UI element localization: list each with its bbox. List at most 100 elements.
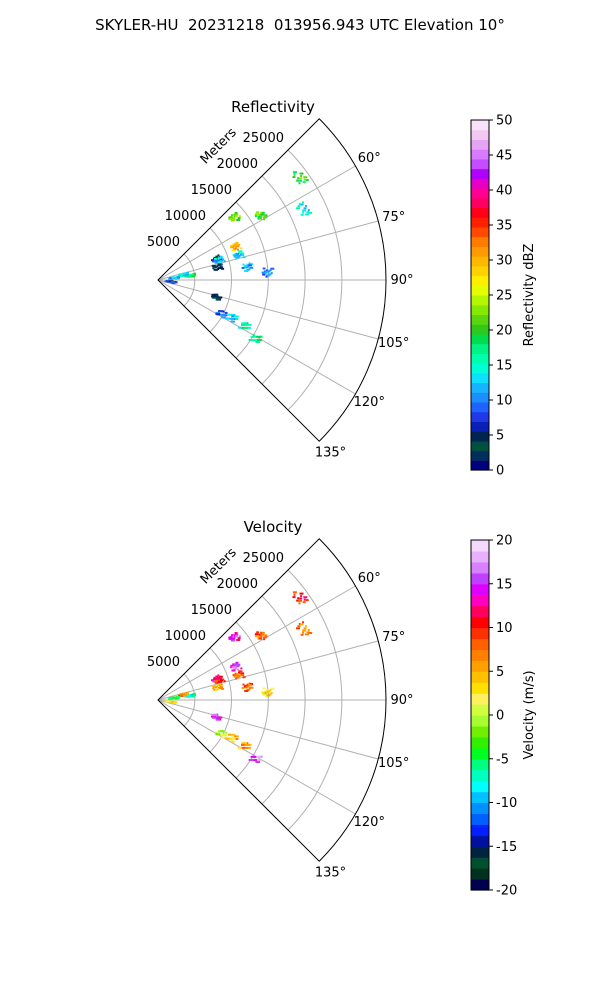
- echo-gate: [228, 317, 233, 320]
- echo-gate: [222, 678, 225, 681]
- echo-gate: [308, 631, 313, 634]
- echo-gate: [218, 259, 221, 262]
- echo-gate: [293, 593, 296, 596]
- echo-gate: [177, 696, 180, 699]
- echo-gate: [299, 177, 303, 180]
- echo-gate: [300, 595, 303, 598]
- echo-gate: [231, 634, 233, 637]
- colorbar-swatch: [471, 824, 489, 836]
- echo-gate: [217, 256, 222, 259]
- echo-gate: [249, 686, 254, 689]
- echo-gate: [264, 272, 267, 275]
- echo-gate: [261, 211, 265, 214]
- echo-gate: [188, 694, 191, 697]
- echo-gate: [211, 259, 214, 262]
- echo-gate: [218, 264, 222, 267]
- echo-gate: [247, 685, 250, 688]
- echo-gate: [233, 255, 236, 258]
- echo-gate: [299, 592, 304, 595]
- colorbar-swatch: [471, 605, 489, 618]
- echo-gate: [235, 246, 238, 249]
- echo-gate: [267, 270, 271, 273]
- echo-gate: [254, 635, 257, 638]
- echo-gate: [242, 256, 246, 259]
- echo-gate: [241, 674, 245, 676]
- echo-gate: [256, 759, 260, 762]
- echo-gate: [264, 214, 268, 217]
- echo-gate: [178, 274, 183, 277]
- echo-gate: [256, 335, 261, 338]
- echo-gate: [215, 731, 219, 734]
- echo-gate: [293, 173, 296, 176]
- colorbar-swatch: [471, 285, 489, 296]
- echo-gate: [244, 270, 249, 272]
- echo-gate: [228, 313, 231, 316]
- echo-gate: [252, 334, 255, 336]
- echo-gate: [225, 737, 229, 740]
- echo-gate: [233, 213, 238, 216]
- range-tick-label: 10000: [165, 629, 206, 644]
- echo-gate: [256, 631, 260, 634]
- echo-gate: [306, 631, 310, 634]
- echo-gate: [256, 211, 260, 214]
- echo-gate: [231, 214, 233, 217]
- echo-gate: [248, 682, 251, 685]
- echo-gate: [266, 689, 268, 692]
- echo-gate: [219, 258, 224, 261]
- echo-gate: [247, 265, 250, 268]
- echo-gate: [244, 746, 248, 749]
- echo-gate: [269, 269, 272, 271]
- colorbar-swatch: [471, 382, 489, 393]
- colorbar-swatch: [471, 583, 489, 596]
- echo-gate: [298, 623, 301, 625]
- echo-gate: [213, 266, 217, 269]
- echo-gate: [262, 687, 266, 690]
- echo-gate: [235, 665, 240, 668]
- colorbar-swatch: [471, 246, 489, 257]
- echo-gate: [255, 755, 258, 758]
- echo-gate: [178, 694, 183, 697]
- echo-gate: [191, 275, 195, 278]
- echo-gate: [240, 667, 243, 670]
- echo-gate: [235, 635, 239, 638]
- echo-gate: [257, 637, 260, 640]
- azimuth-spoke: [157, 640, 379, 701]
- echo-gate: [235, 676, 240, 679]
- echo-gate: [233, 318, 236, 320]
- colorbar-swatch: [471, 168, 489, 179]
- colorbar-swatch: [471, 343, 489, 354]
- echo-gate: [234, 674, 239, 677]
- echo-gate: [235, 245, 240, 248]
- echo-gate: [189, 273, 194, 276]
- echo-gate: [253, 335, 257, 338]
- echo-gate: [193, 694, 196, 697]
- echo-gate: [262, 267, 266, 270]
- echo-gate: [215, 716, 220, 719]
- echo-gate: [194, 272, 197, 275]
- echo-gate: [248, 759, 251, 761]
- colorbar-swatch: [471, 324, 489, 335]
- echo-gate: [235, 677, 238, 680]
- echo-gate: [263, 216, 268, 219]
- echo-gate: [230, 733, 233, 736]
- echo-gate: [179, 273, 183, 276]
- echo-gate: [168, 280, 171, 283]
- colorbar-swatch: [471, 671, 489, 683]
- echo-gate: [214, 688, 218, 691]
- echo-gate: [213, 676, 218, 679]
- azimuth-tick-label: 105°: [378, 756, 409, 771]
- echo-gate: [292, 596, 296, 599]
- echo-gate: [298, 182, 301, 185]
- echo-gate: [270, 687, 275, 690]
- echo-gate: [300, 623, 304, 626]
- echo-gate: [243, 686, 246, 688]
- echo-gate: [182, 692, 184, 695]
- colorbar-swatch: [471, 129, 489, 141]
- echo-gate: [217, 268, 220, 270]
- colorbar-swatch: [471, 736, 489, 749]
- echo-gate: [233, 664, 236, 667]
- echo-gate: [252, 754, 255, 756]
- echo-gate: [230, 666, 233, 669]
- echo-gate: [217, 732, 220, 735]
- echo-gate: [270, 272, 273, 275]
